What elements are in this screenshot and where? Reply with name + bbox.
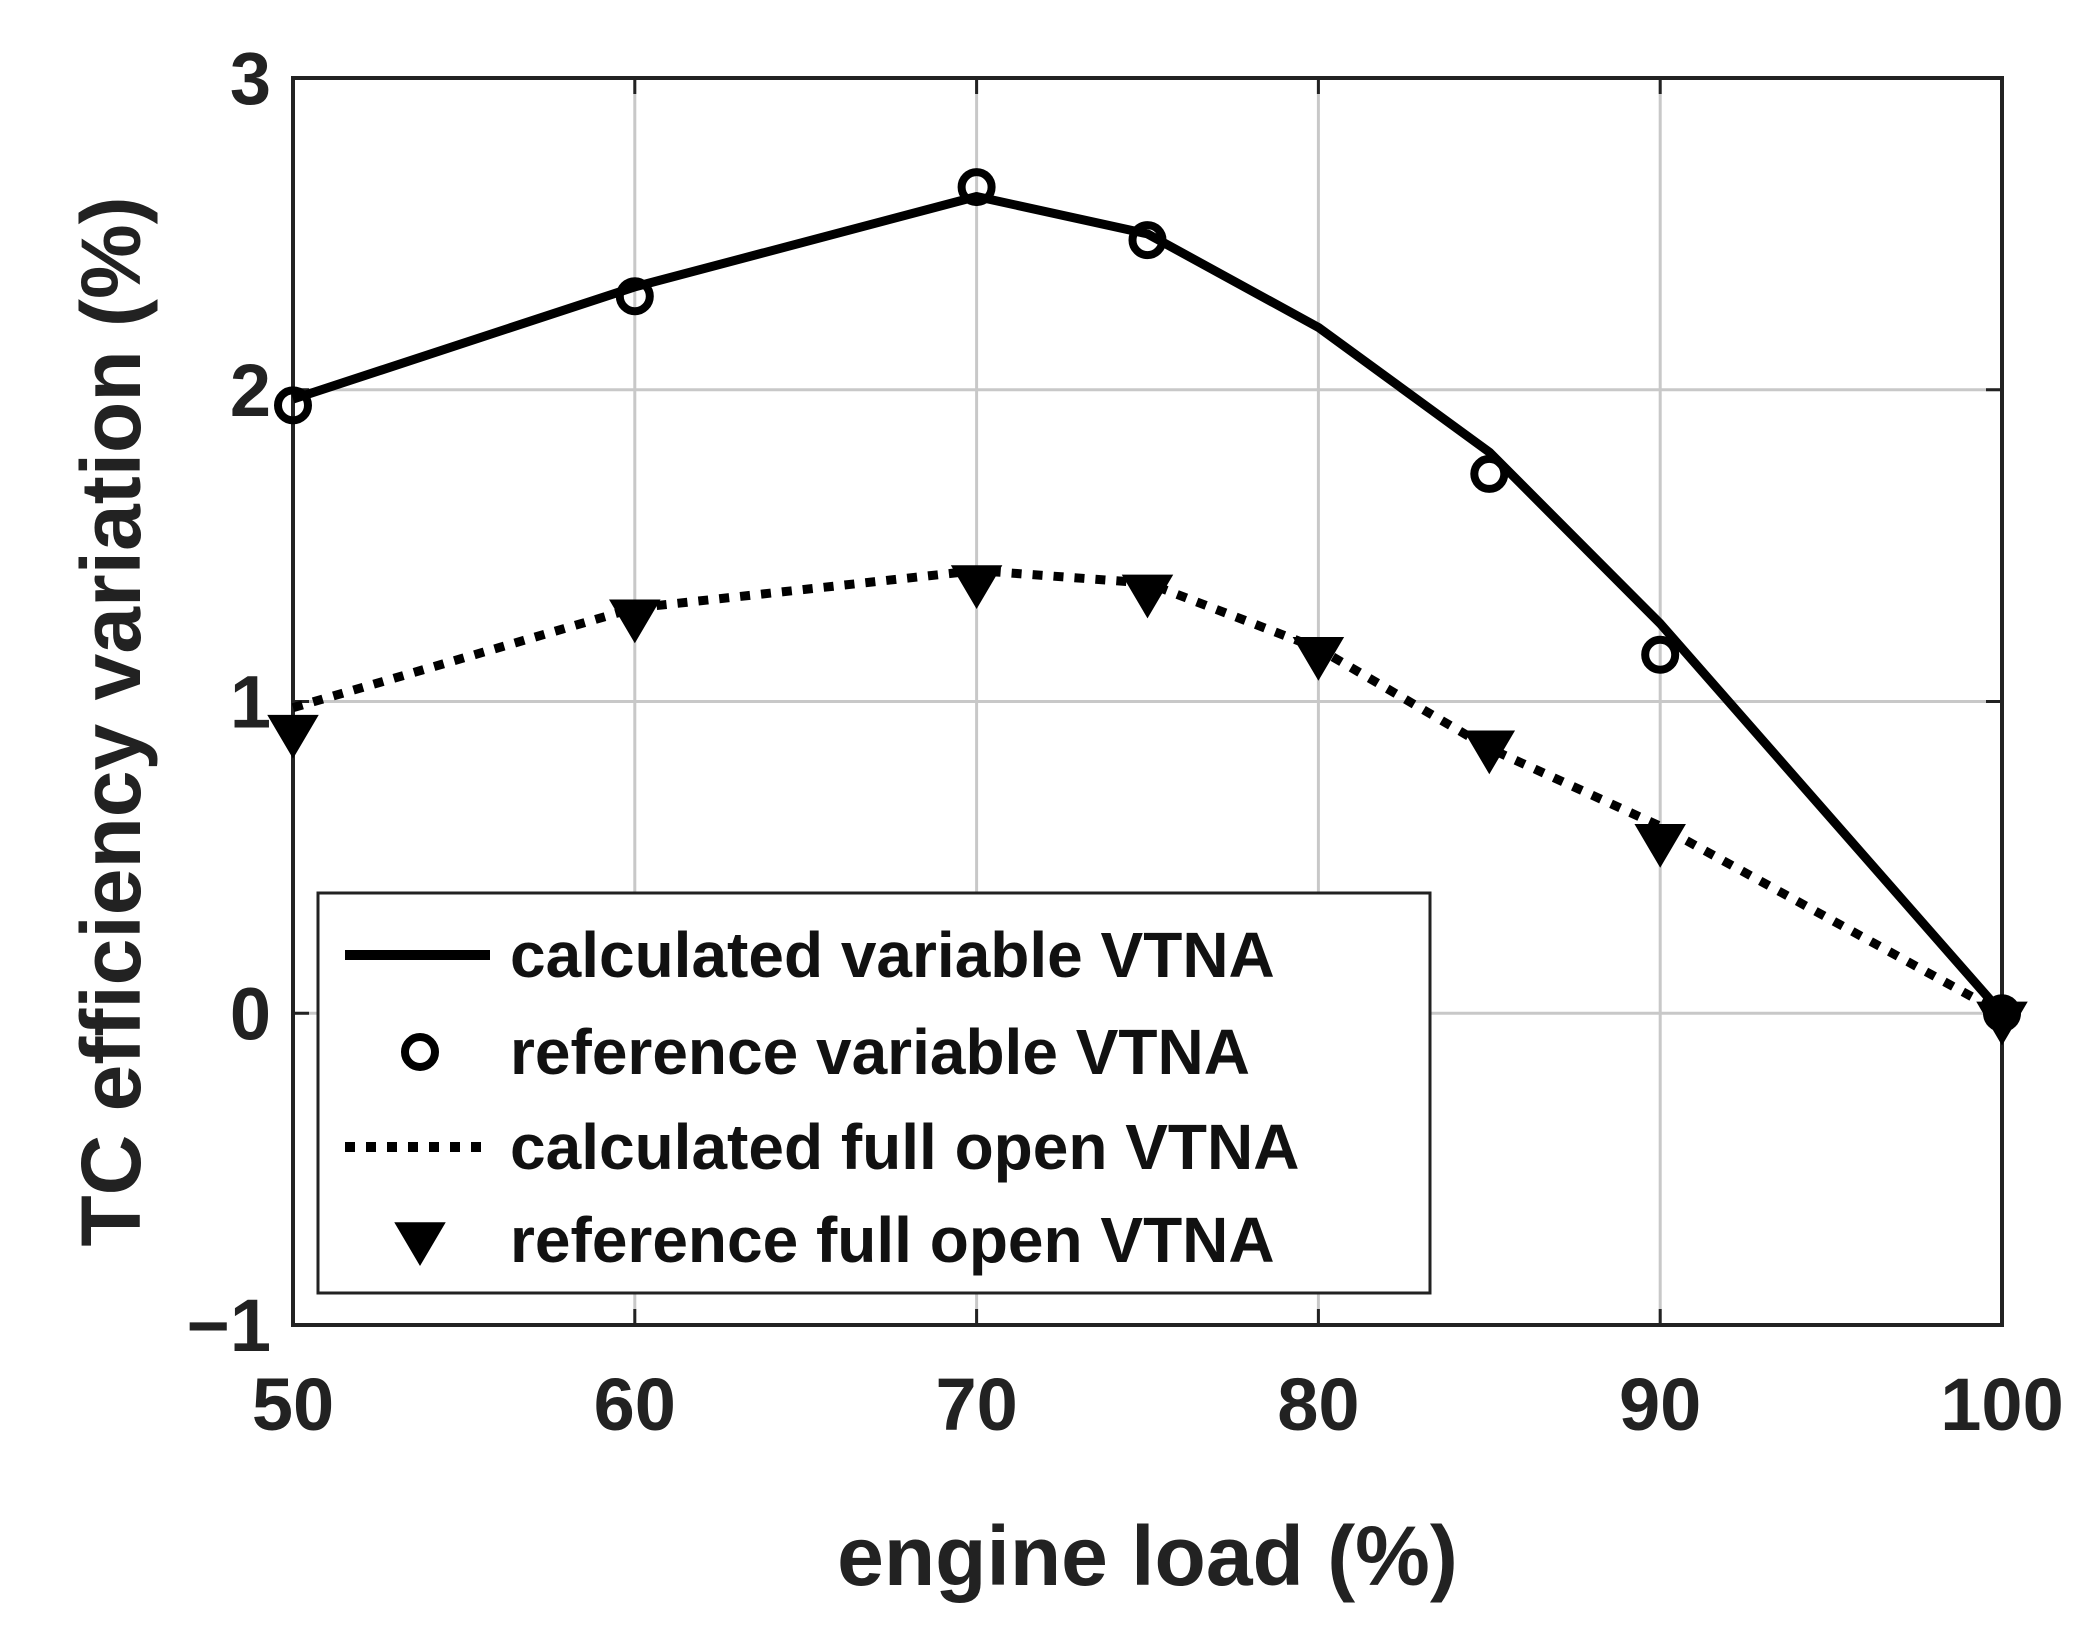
y-tick-label: 3 — [230, 37, 271, 120]
y-tick-label: 2 — [230, 349, 271, 432]
data-point-reference-full-open — [1634, 823, 1686, 868]
legend-symbol-circle — [401, 1033, 439, 1071]
data-point-reference-full-open — [1121, 574, 1174, 619]
y-tick-label: −1 — [187, 1284, 271, 1367]
x-tick-label: 90 — [1619, 1363, 1701, 1446]
data-point-reference-variable — [1470, 454, 1509, 493]
data-point-reference-full-open — [267, 714, 319, 759]
legend-label: calculated full open VTNA — [510, 1111, 1299, 1183]
series-2 — [291, 566, 2005, 1018]
series-0 — [291, 191, 2006, 1017]
data-point-reference-variable — [1128, 221, 1167, 260]
axis-ticks: 50 60 70 80 90 100 −1 0 1 2 3 — [187, 37, 2064, 1446]
legend-label: calculated variable VTNA — [510, 919, 1275, 991]
data-point-reference-full-open — [609, 599, 661, 644]
y-tick-label: 1 — [230, 661, 271, 744]
y-axis-title: TC efficiency variation (%) — [64, 196, 158, 1246]
x-tick-label: 60 — [594, 1363, 676, 1446]
x-tick-label: 50 — [252, 1363, 334, 1446]
data-point-reference-variable — [615, 277, 654, 316]
data-point-reference-variable — [957, 168, 996, 207]
data-point-reference-variable — [1641, 635, 1680, 674]
data-point-reference-full-open — [1976, 1001, 2028, 1046]
data-point-reference-full-open — [950, 565, 1003, 610]
series-line-calculated-variable — [291, 191, 2006, 1017]
x-tick-label: 80 — [1277, 1363, 1359, 1446]
y-tick-label: 0 — [230, 972, 271, 1055]
x-axis-title: engine load (%) — [837, 1509, 1458, 1603]
data-point-reference-full-open — [1463, 730, 1516, 775]
data-point-reference-variable — [274, 386, 312, 425]
x-tick-label: 70 — [935, 1363, 1017, 1446]
data-point-reference-full-open — [1292, 636, 1345, 681]
legend: calculated variable VTNA reference variab… — [316, 891, 1432, 1295]
legend-label: reference full open VTNA — [510, 1204, 1275, 1276]
series-3 — [267, 565, 2028, 1046]
series-layer — [267, 168, 2028, 1046]
legend-box — [316, 891, 1432, 1295]
legend-symbol-triangle — [394, 1222, 446, 1266]
legend-label: reference variable VTNA — [510, 1016, 1250, 1088]
x-tick-label: 100 — [1940, 1363, 2063, 1446]
series-line-calculated-full-open — [291, 566, 2005, 1018]
